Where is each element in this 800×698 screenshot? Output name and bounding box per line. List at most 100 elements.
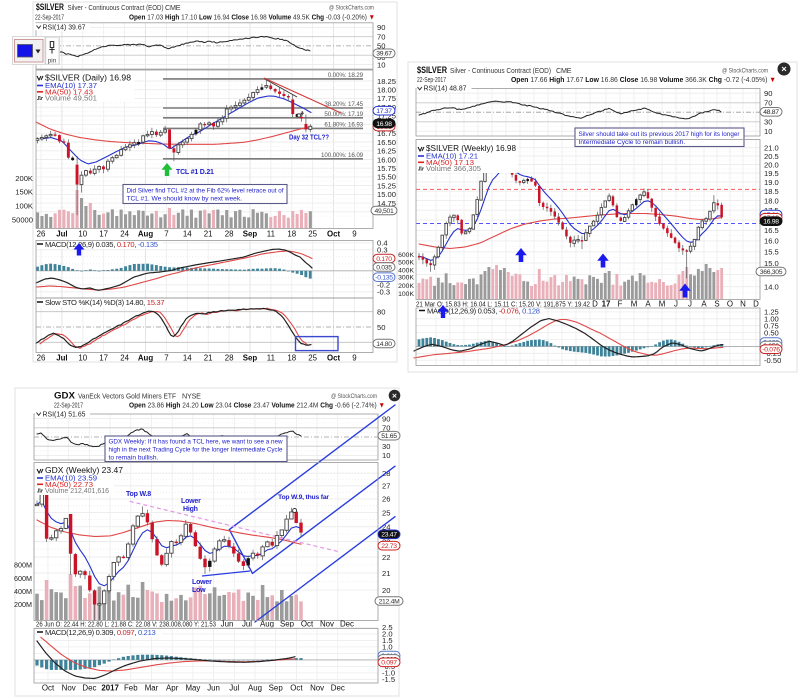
svg-text:Oct: Oct — [290, 684, 303, 693]
svg-text:300K: 300K — [398, 275, 414, 282]
svg-text:70: 70 — [377, 33, 385, 42]
svg-text:Silver - Continuous Contract (: Silver - Continuous Contract (EOD) — [450, 66, 551, 75]
svg-text:50: 50 — [377, 323, 385, 332]
svg-text:-0.135: -0.135 — [375, 275, 393, 282]
svg-text:MACD(12,26,9) 0.309, 0.097, 0.: MACD(12,26,9) 0.309, 0.097, 0.213 — [45, 628, 156, 637]
svg-text:22-Sep-2017: 22-Sep-2017 — [417, 75, 446, 84]
svg-text:200K: 200K — [15, 174, 33, 183]
svg-text:CME: CME — [165, 3, 181, 12]
svg-text:Aug: Aug — [260, 620, 274, 629]
svg-text:-1.0: -1.0 — [382, 669, 395, 678]
svg-text:0.00%: 18.29: 0.00%: 18.29 — [328, 72, 364, 79]
svg-text:Sep: Sep — [243, 354, 258, 363]
svg-text:GDX: GDX — [54, 391, 75, 401]
svg-text:1.25: 1.25 — [764, 308, 779, 317]
svg-text:10: 10 — [382, 451, 390, 460]
svg-text:600K: 600K — [398, 252, 414, 259]
svg-text:M: M — [631, 299, 638, 308]
svg-text:10: 10 — [78, 354, 87, 363]
svg-text:19.0: 19.0 — [764, 178, 779, 187]
svg-text:19.5: 19.5 — [764, 169, 779, 178]
svg-text:MA(50) 22.73: MA(50) 22.73 — [45, 480, 93, 489]
svg-text:S: S — [714, 299, 719, 308]
svg-text:11: 11 — [267, 354, 275, 363]
svg-text:GDX (Weekly) 23.47: GDX (Weekly) 23.47 — [45, 466, 124, 475]
svg-text:VanEck Vectors Gold Miners ETF: VanEck Vectors Gold Miners ETF — [78, 392, 177, 401]
svg-text:MA(50) 17.43: MA(50) 17.43 — [45, 87, 93, 96]
svg-text:J: J — [688, 299, 692, 308]
svg-text:16.50: 16.50 — [377, 138, 396, 147]
svg-text:$SILVER: $SILVER — [417, 65, 447, 75]
svg-text:70: 70 — [382, 424, 390, 433]
svg-text:Jul: Jul — [229, 684, 239, 693]
svg-text:30: 30 — [382, 442, 390, 451]
svg-text:24: 24 — [120, 230, 129, 239]
svg-text:18: 18 — [287, 230, 296, 239]
svg-text:May: May — [185, 684, 200, 693]
svg-text:9: 9 — [352, 354, 357, 363]
svg-text:-0.2: -0.2 — [377, 281, 390, 290]
svg-text:600M: 600M — [14, 574, 32, 583]
svg-text:500K: 500K — [398, 260, 414, 267]
svg-text:15.00: 15.00 — [377, 190, 396, 199]
svg-text:Top W.9, thus far: Top W.9, thus far — [278, 494, 329, 501]
svg-text:25: 25 — [308, 230, 317, 239]
svg-text:Lower: Lower — [192, 579, 212, 586]
svg-text:Volume 212,401,616: Volume 212,401,616 — [45, 488, 109, 495]
svg-text:1.5: 1.5 — [382, 636, 393, 645]
svg-text:48.87: 48.87 — [763, 109, 779, 116]
svg-text:39.67: 39.67 — [376, 51, 392, 58]
svg-text:7: 7 — [164, 354, 168, 363]
svg-text:F: F — [618, 299, 623, 308]
svg-text:400K: 400K — [398, 267, 414, 274]
svg-text:20: 20 — [382, 586, 390, 595]
svg-text:Aug: Aug — [138, 354, 154, 363]
svg-text:EMA(10) 17.37: EMA(10) 17.37 — [45, 81, 97, 90]
svg-text:17.25: 17.25 — [377, 112, 396, 121]
svg-text:22-Sep-2017: 22-Sep-2017 — [35, 13, 64, 22]
svg-text:pin: pin — [48, 58, 57, 65]
svg-text:0.170: 0.170 — [376, 256, 392, 263]
svg-text:NYSE: NYSE — [182, 392, 201, 401]
svg-text:Day 32 TCL??: Day 32 TCL?? — [289, 133, 329, 142]
svg-text:Jul: Jul — [56, 354, 67, 363]
svg-text:25: 25 — [382, 508, 390, 517]
svg-text:50000: 50000 — [12, 216, 33, 225]
svg-text:50: 50 — [377, 42, 385, 51]
svg-text:Did Silver find TCL #2 at the: Did Silver find TCL #2 at the Fib 62% le… — [127, 187, 284, 194]
svg-text:Apr: Apr — [166, 684, 179, 693]
svg-text:N: N — [740, 299, 746, 308]
svg-text:$SILVER (Daily) 16.98: $SILVER (Daily) 16.98 — [45, 74, 132, 83]
svg-text:80: 80 — [377, 308, 385, 317]
svg-text:-1.5: -1.5 — [382, 675, 395, 684]
svg-text:TCL #1. We should know by next: TCL #1. We should know by next week. — [127, 196, 243, 203]
svg-text:Nov: Nov — [310, 684, 324, 693]
svg-text:24: 24 — [382, 523, 390, 532]
svg-text:16.0: 16.0 — [764, 237, 779, 246]
svg-text:D: D — [753, 299, 759, 308]
svg-text:90: 90 — [377, 23, 385, 32]
svg-text:MACD(12,26,9) 0.053, -0.076, 0: MACD(12,26,9) 0.053, -0.076, 0.128 — [427, 307, 540, 316]
svg-text:24: 24 — [120, 354, 129, 363]
svg-text:@ StockCharts.com: @ StockCharts.com — [331, 393, 377, 400]
svg-text:14: 14 — [183, 354, 192, 363]
svg-text:Silver - Continuous Contract (: Silver - Continuous Contract (EOD) — [68, 3, 164, 12]
svg-text:70: 70 — [764, 99, 772, 108]
svg-text:9: 9 — [352, 230, 357, 239]
svg-text:RSI(14) 48.87: RSI(14) 48.87 — [424, 84, 467, 93]
svg-text:100K: 100K — [15, 202, 33, 211]
svg-text:16.98: 16.98 — [376, 121, 392, 128]
svg-text:18: 18 — [287, 354, 296, 363]
svg-text:22.73: 22.73 — [381, 543, 397, 550]
svg-text:0.50: 0.50 — [764, 328, 779, 337]
svg-text:Dec: Dec — [340, 620, 354, 629]
svg-text:J: J — [674, 299, 678, 308]
svg-text:14.75: 14.75 — [377, 199, 396, 208]
svg-text:Low: Low — [192, 587, 206, 594]
svg-text:10: 10 — [78, 230, 87, 239]
svg-text:22: 22 — [382, 553, 390, 562]
svg-text:High: High — [183, 506, 198, 513]
svg-text:17.75: 17.75 — [377, 94, 396, 103]
svg-text:-0.076: -0.076 — [762, 347, 780, 354]
svg-text:15.0: 15.0 — [764, 259, 779, 268]
